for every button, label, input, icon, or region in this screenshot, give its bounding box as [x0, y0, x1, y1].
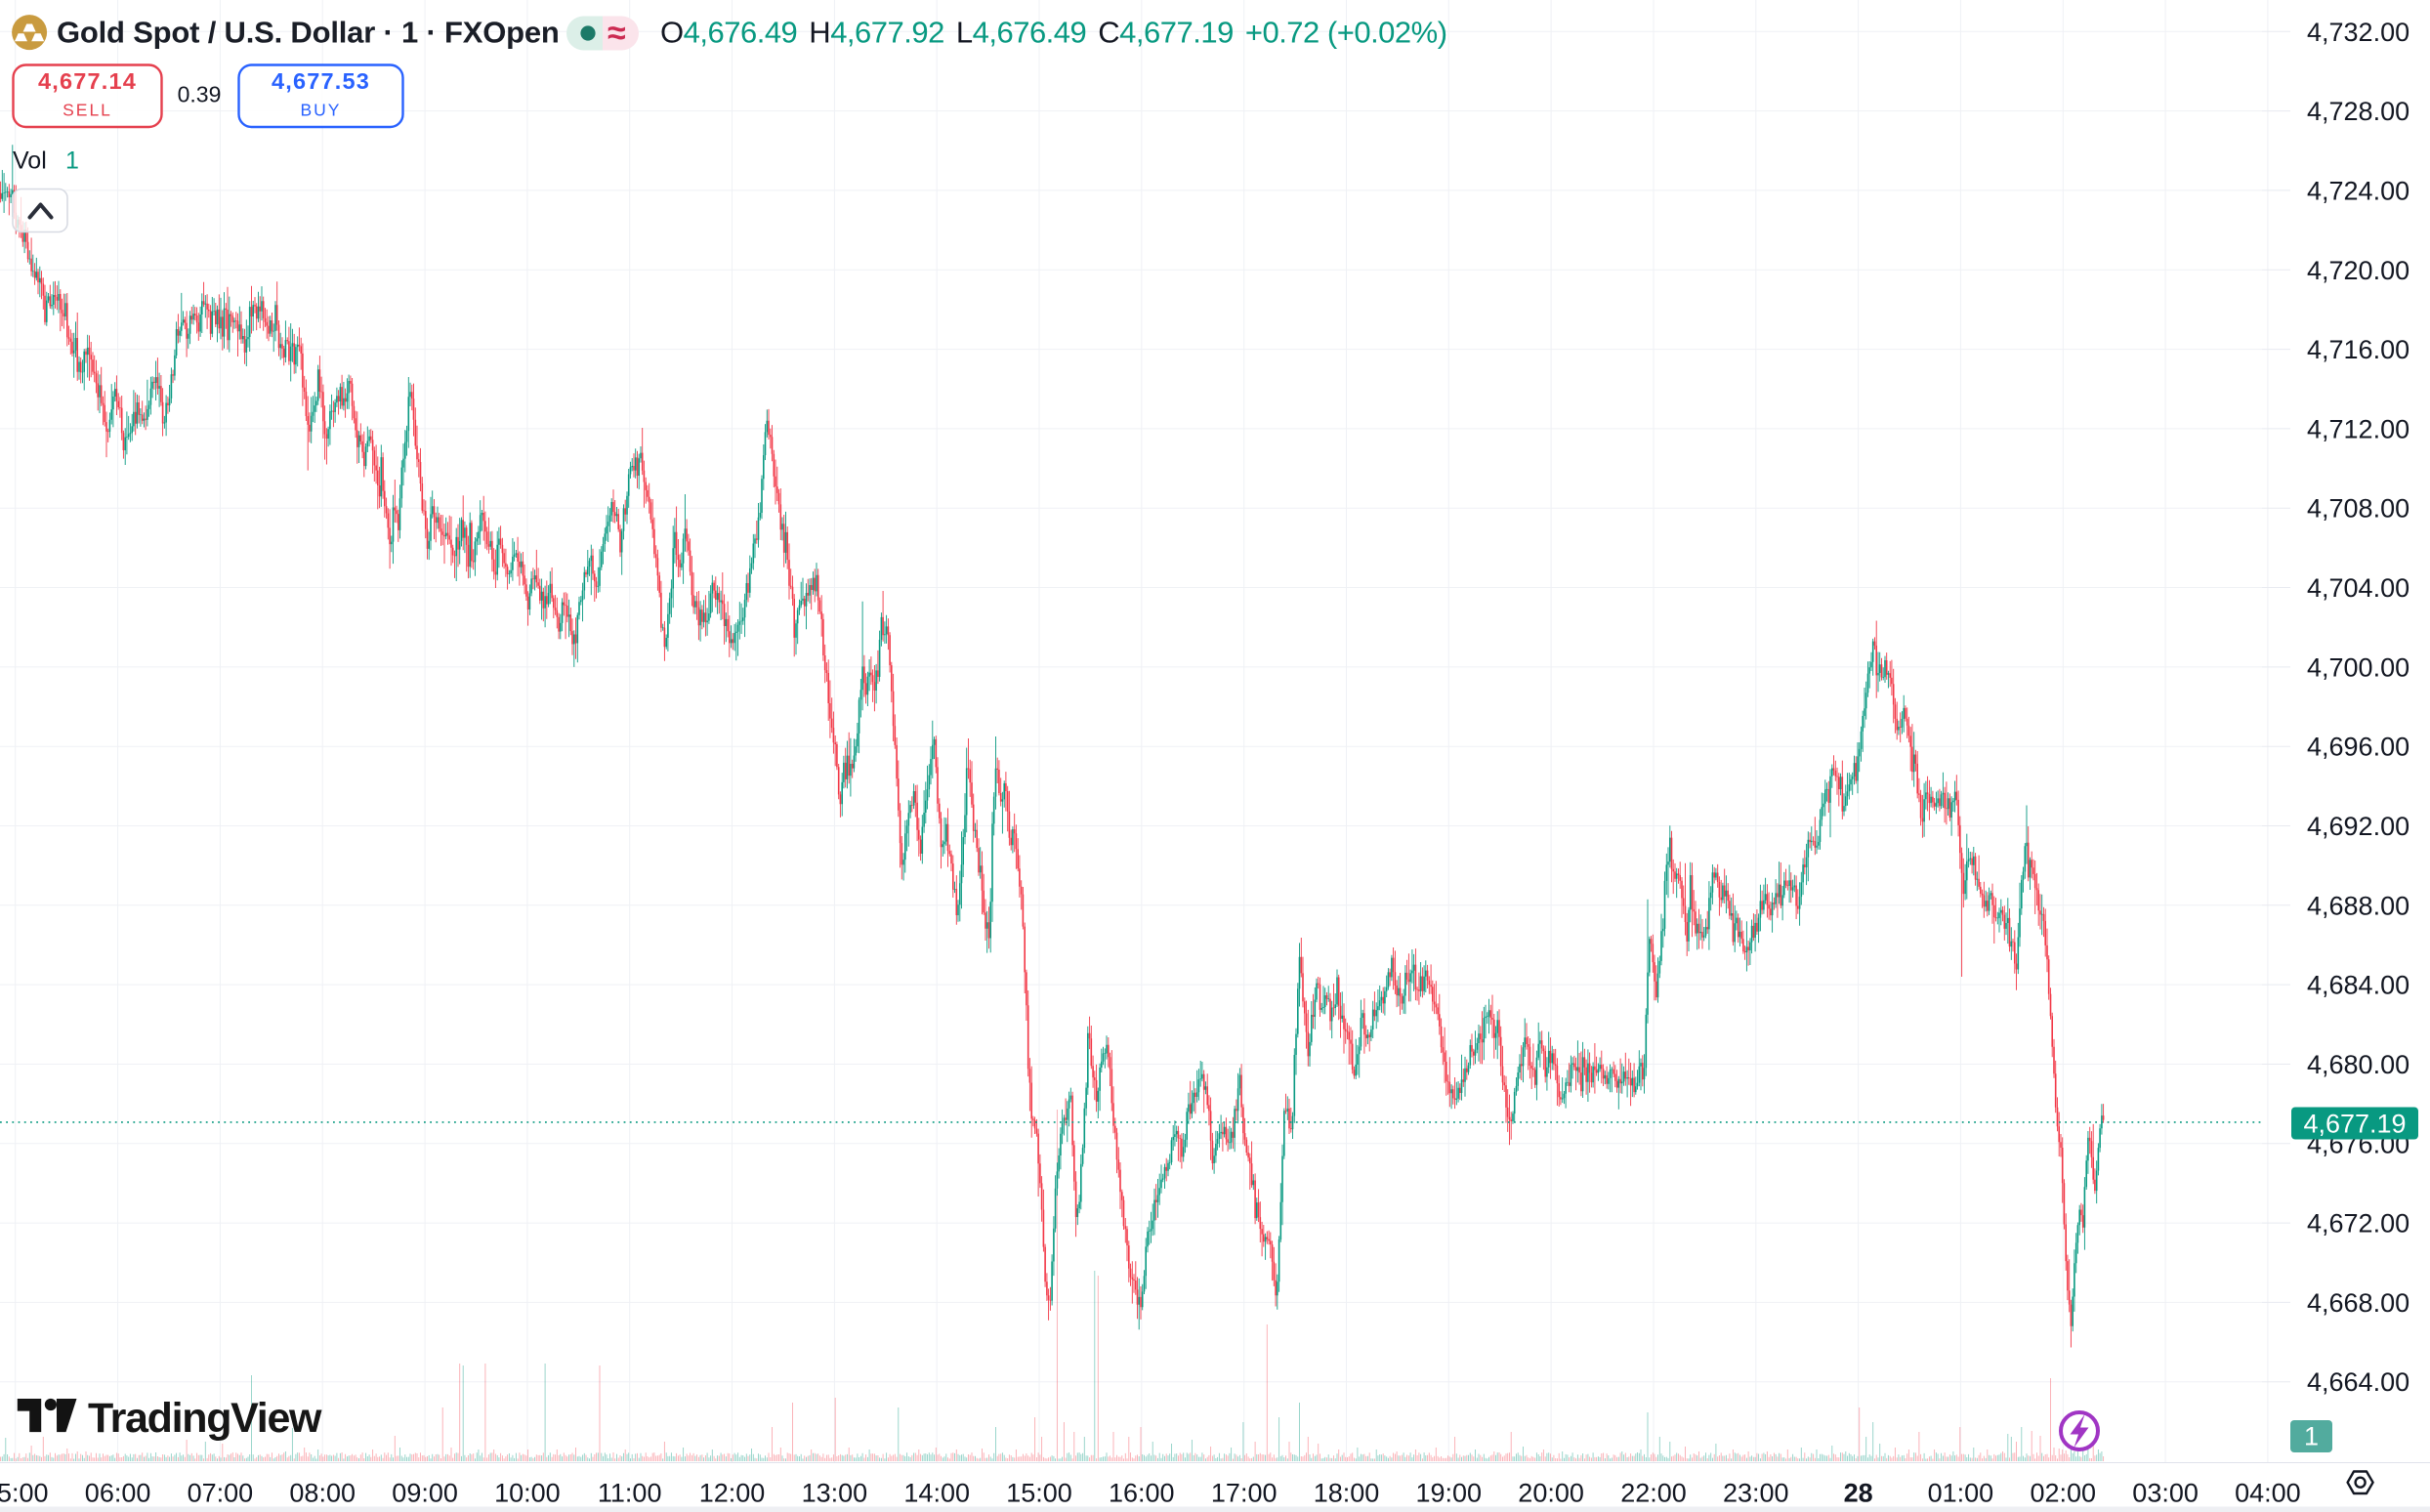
svg-text:1: 1 [2304, 1422, 2319, 1451]
svg-text:07:00: 07:00 [188, 1479, 254, 1508]
svg-text:11:00: 11:00 [598, 1479, 662, 1508]
svg-text:4,732.00: 4,732.00 [2307, 18, 2409, 47]
svg-text:≈: ≈ [608, 15, 626, 52]
svg-text:20:00: 20:00 [1518, 1479, 1584, 1508]
svg-text:17:00: 17:00 [1211, 1479, 1278, 1508]
svg-text:4,724.00: 4,724.00 [2307, 176, 2409, 205]
svg-text:16:00: 16:00 [1109, 1479, 1175, 1508]
svg-text:22:00: 22:00 [1620, 1479, 1687, 1508]
svg-text:4,688.00: 4,688.00 [2307, 891, 2409, 920]
svg-text:06:00: 06:00 [85, 1479, 151, 1508]
svg-text:13:00: 13:00 [802, 1479, 868, 1508]
svg-text:4,677.14: 4,677.14 [38, 68, 137, 94]
svg-text:4,680.00: 4,680.00 [2307, 1050, 2409, 1079]
svg-text:4,692.00: 4,692.00 [2307, 812, 2409, 841]
svg-text:4,704.00: 4,704.00 [2307, 573, 2409, 603]
svg-text:10:00: 10:00 [494, 1479, 561, 1508]
svg-text:4,664.00: 4,664.00 [2307, 1367, 2409, 1397]
svg-text:TradingView: TradingView [88, 1395, 322, 1442]
svg-text:4,700.00: 4,700.00 [2307, 652, 2409, 682]
svg-text:02:00: 02:00 [2031, 1479, 2097, 1508]
svg-text:4,672.00: 4,672.00 [2307, 1209, 2409, 1239]
svg-text:23:00: 23:00 [1723, 1479, 1789, 1508]
svg-text:18:00: 18:00 [1314, 1479, 1380, 1508]
svg-text:12:00: 12:00 [699, 1479, 766, 1508]
svg-text:09:00: 09:00 [392, 1479, 458, 1508]
svg-text:4,716.00: 4,716.00 [2307, 335, 2409, 364]
svg-text:4,668.00: 4,668.00 [2307, 1288, 2409, 1318]
svg-text:4,720.00: 4,720.00 [2307, 256, 2409, 285]
svg-text:4,728.00: 4,728.00 [2307, 97, 2409, 126]
svg-text:4,712.00: 4,712.00 [2307, 414, 2409, 443]
svg-text:08:00: 08:00 [289, 1479, 356, 1508]
svg-text:15:00: 15:00 [1006, 1479, 1072, 1508]
svg-text:SELL: SELL [63, 101, 112, 120]
svg-text:03:00: 03:00 [2132, 1479, 2199, 1508]
svg-text:4,684.00: 4,684.00 [2307, 971, 2409, 1000]
svg-text:01:00: 01:00 [1928, 1479, 1994, 1508]
svg-text:28: 28 [1844, 1479, 1873, 1508]
svg-text:04:00: 04:00 [2235, 1479, 2301, 1508]
svg-text:19:00: 19:00 [1416, 1479, 1483, 1508]
svg-text:Vol: Vol [13, 147, 47, 175]
svg-text:4,677.53: 4,677.53 [272, 68, 370, 94]
svg-text:4,708.00: 4,708.00 [2307, 494, 2409, 524]
svg-text:4,677.19: 4,677.19 [2303, 1110, 2406, 1139]
svg-text:4,696.00: 4,696.00 [2307, 733, 2409, 762]
svg-text:14:00: 14:00 [903, 1479, 970, 1508]
svg-text:05:00: 05:00 [0, 1479, 48, 1508]
svg-text:Gold Spot / U.S. Dollar · 1 ·: Gold Spot / U.S. Dollar · 1 · FXOpen [57, 16, 560, 50]
svg-text:BUY: BUY [301, 101, 342, 120]
svg-text:0.39: 0.39 [178, 82, 222, 107]
svg-text:1: 1 [65, 147, 79, 175]
